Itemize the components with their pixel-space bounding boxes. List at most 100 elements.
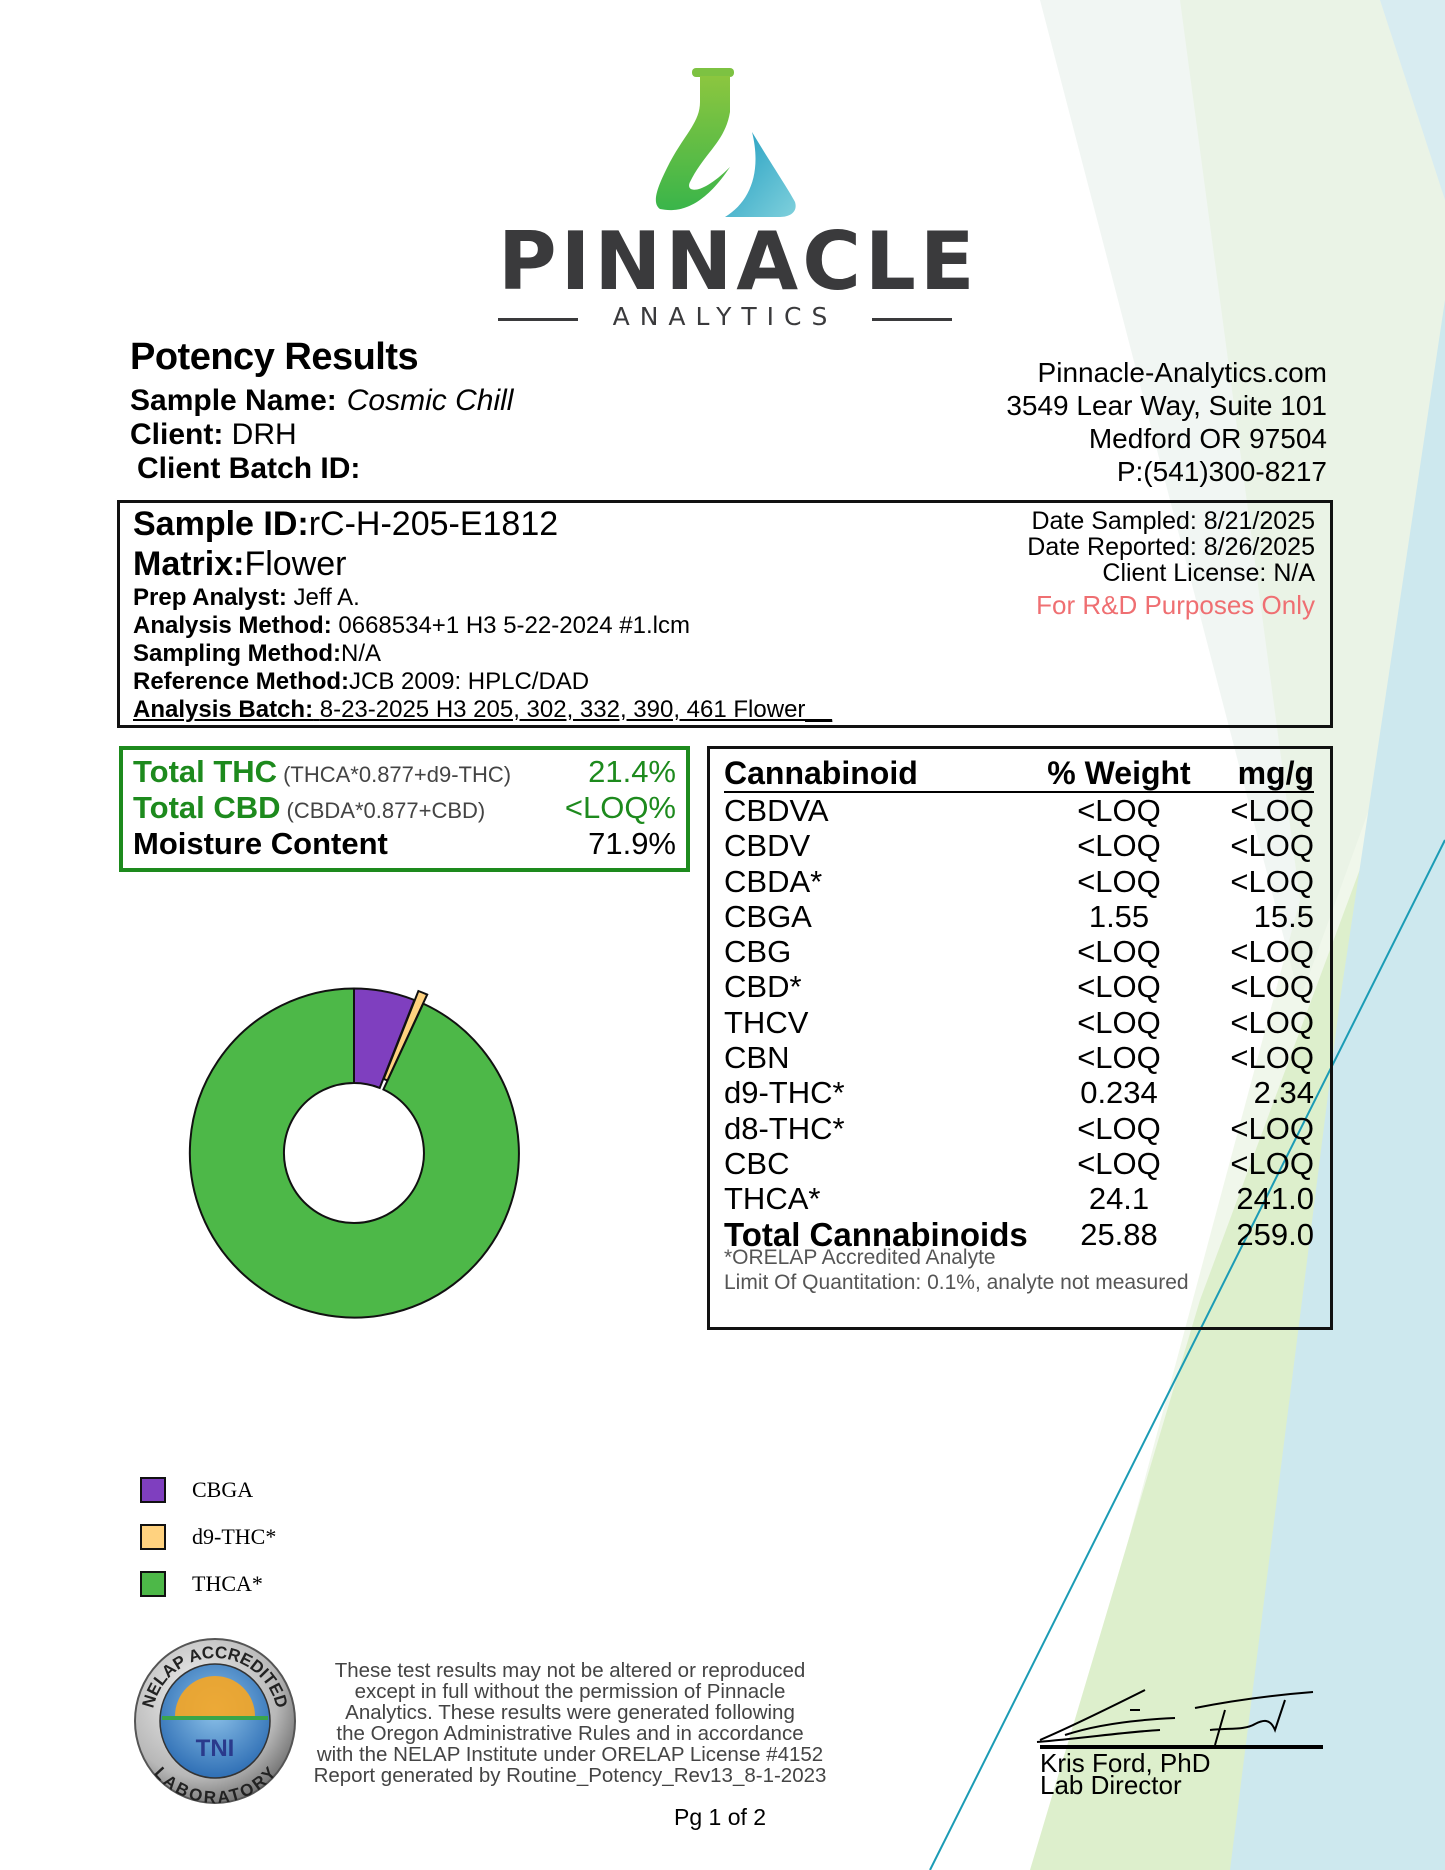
slice-d9-thc xyxy=(382,989,429,1082)
col-header-mgg: mg/g xyxy=(1204,755,1314,793)
table-row: CBDV <LOQ <LOQ xyxy=(724,828,1314,863)
legend-swatch-green xyxy=(140,1570,166,1597)
matrix-label: Matrix: xyxy=(133,545,245,583)
percent-weight: 1.55 xyxy=(1088,898,1150,934)
nelap-accredited-seal-icon: TNI NELAP ACCREDITED LABORATORY xyxy=(134,1638,296,1806)
mg-per-g: <LOQ xyxy=(1230,863,1314,899)
page-title: Potency Results xyxy=(130,336,419,378)
signatory-title: Lab Director xyxy=(1040,1770,1182,1800)
totals-summary-box: Total THC (THCA*0.877+d9-THC) 21.4% Total… xyxy=(119,746,690,872)
sample-info-details: Sample ID:rC-H-205-E1812 Matrix:Flower P… xyxy=(133,504,832,724)
mg-per-g: 2.34 xyxy=(1253,1075,1314,1111)
mg-per-g: <LOQ xyxy=(1230,1110,1314,1146)
sample-name-value: Cosmic Chill xyxy=(346,384,514,417)
mg-per-g: <LOQ xyxy=(1230,793,1314,828)
mg-per-g: <LOQ xyxy=(1230,1040,1314,1076)
sample-id-label: Sample ID: xyxy=(133,505,309,543)
total-thc-label: Total THC xyxy=(133,754,278,789)
mg-per-g: 15.5 xyxy=(1253,898,1314,934)
percent-weight: <LOQ xyxy=(1077,1110,1161,1146)
total-thc-formula: (THCA*0.877+d9-THC) xyxy=(283,762,512,787)
date-sampled: Date Sampled: 8/21/2025 xyxy=(1031,507,1315,535)
disclaimer-line: except in full without the permission of… xyxy=(354,1680,786,1703)
disclaimer-line: the Oregon Administrative Rules and in a… xyxy=(336,1722,804,1745)
analysis-batch: Analysis Batch: 8-23-2025 H3 205, 302, 3… xyxy=(133,696,832,724)
analyte: CBDA* xyxy=(724,863,823,899)
prep-analyst-label: Prep Analyst: xyxy=(133,584,287,611)
table-row: THCA* 24.1 241.0 xyxy=(724,1181,1314,1216)
total-percent: 25.88 xyxy=(1080,1216,1158,1252)
legend-swatch-purple xyxy=(140,1476,166,1503)
mg-per-g: <LOQ xyxy=(1230,1004,1314,1040)
sampling-method-label: Sampling Method: xyxy=(133,640,341,667)
disclaimer-line: Report generated by Routine_Potency_Rev1… xyxy=(313,1764,827,1787)
reference-method-label: Reference Method: xyxy=(133,668,350,695)
analysis-method: Analysis Method: 0668534+1 H3 5-22-2024 … xyxy=(133,612,832,640)
moisture-row: Moisture Content 71.9% xyxy=(133,826,676,862)
svg-text:TNI: TNI xyxy=(196,1735,235,1762)
sample-name: Sample Name: Cosmic Chill xyxy=(130,384,513,418)
pinnacle-logo: PINNACLE ANALYTICS xyxy=(490,52,979,342)
percent-weight: <LOQ xyxy=(1077,934,1161,970)
client-value: DRH xyxy=(231,418,297,451)
analysis-method-label: Analysis Method: xyxy=(133,612,332,639)
reference-method-value: JCB 2009: HPLC/DAD xyxy=(349,668,590,695)
brand-name: PINNACLE xyxy=(498,215,979,308)
mg-per-g: <LOQ xyxy=(1230,969,1314,1005)
total-thc-value: 21.4% xyxy=(588,754,676,789)
analyte: THCV xyxy=(724,1004,809,1040)
signature-icon xyxy=(1036,1689,1314,1746)
flask-icon xyxy=(655,68,796,217)
mg-per-g: 241.0 xyxy=(1236,1181,1314,1217)
lab-website[interactable]: Pinnacle-Analytics.com xyxy=(1037,357,1327,388)
total-cbd-label: Total CBD xyxy=(133,790,281,825)
analyte: CBDV xyxy=(724,828,811,864)
legend-label: d9-THC* xyxy=(192,1523,277,1549)
percent-weight: <LOQ xyxy=(1077,1145,1161,1181)
total-cbd-row: Total CBD (CBDA*0.877+CBD) <LOQ% xyxy=(133,790,676,826)
analysis-batch-value: 8-23-2025 H3 205, 302, 332, 390, 461 Flo… xyxy=(319,696,833,723)
table-row: CBG <LOQ <LOQ xyxy=(724,934,1314,969)
percent-weight: <LOQ xyxy=(1077,863,1161,899)
moisture-label: Moisture Content xyxy=(133,826,388,861)
prep-analyst: Prep Analyst: Jeff A. xyxy=(133,584,832,612)
tagline-rule-left xyxy=(498,318,578,321)
analyte: CBN xyxy=(724,1040,790,1076)
table-row: d9-THC* 0.234 2.34 xyxy=(724,1075,1314,1110)
client-license: Client License: N/A xyxy=(1102,559,1315,587)
total-mgg: 259.0 xyxy=(1236,1216,1314,1252)
legend-item-d9-thc: d9-THC* xyxy=(140,1513,276,1560)
sample-name-label: Sample Name: xyxy=(130,384,337,417)
sample-id: Sample ID:rC-H-205-E1812 xyxy=(133,504,832,544)
table-row: THCV <LOQ <LOQ xyxy=(724,1005,1314,1040)
analyte: CBD* xyxy=(724,969,802,1005)
signature-line xyxy=(1040,1745,1323,1749)
total-cbd-value: <LOQ% xyxy=(564,790,676,825)
percent-weight: <LOQ xyxy=(1077,969,1161,1005)
table-row: d8-THC* <LOQ <LOQ xyxy=(724,1111,1314,1146)
client-batch-id: Client Batch ID: xyxy=(137,452,360,486)
sampling-method: Sampling Method:N/A xyxy=(133,640,832,668)
date-reported: Date Reported: 8/26/2025 xyxy=(1027,533,1315,561)
prep-analyst-value: Jeff A. xyxy=(293,584,360,611)
table-row: CBD* <LOQ <LOQ xyxy=(724,969,1314,1004)
cannabinoid-table: Cannabinoid % Weight mg/g CBDVA <LOQ <LOQ … xyxy=(724,755,1314,1252)
lab-address-line1: 3549 Lear Way, Suite 101 xyxy=(1006,390,1327,421)
percent-weight: 24.1 xyxy=(1088,1181,1150,1217)
table-row: CBDA* <LOQ <LOQ xyxy=(724,864,1314,899)
matrix: Matrix:Flower xyxy=(133,544,832,584)
reference-method: Reference Method:JCB 2009: HPLC/DAD xyxy=(133,668,832,696)
disclaimer-line: These test results may not be altered or… xyxy=(334,1659,806,1682)
table-row: CBC <LOQ <LOQ xyxy=(724,1146,1314,1181)
client-label: Client: xyxy=(130,418,224,451)
brand-tagline: ANALYTICS xyxy=(612,302,838,331)
cannabinoid-table-box: Cannabinoid % Weight mg/g CBDVA <LOQ <LOQ … xyxy=(707,746,1333,1330)
signatory-name: Kris Ford, PhD xyxy=(1040,1748,1211,1778)
table-row: CBGA 1.55 15.5 xyxy=(724,899,1314,934)
analyte: d8-THC* xyxy=(724,1110,845,1146)
sample-id-value: rC-H-205-E1812 xyxy=(308,505,559,543)
total-cannabinoids-row: Total Cannabinoids 25.88 259.0 xyxy=(724,1216,1314,1252)
disclaimer-line: Analytics. These results were generated … xyxy=(345,1701,795,1724)
legend-item-cbga: CBGA xyxy=(140,1466,276,1513)
